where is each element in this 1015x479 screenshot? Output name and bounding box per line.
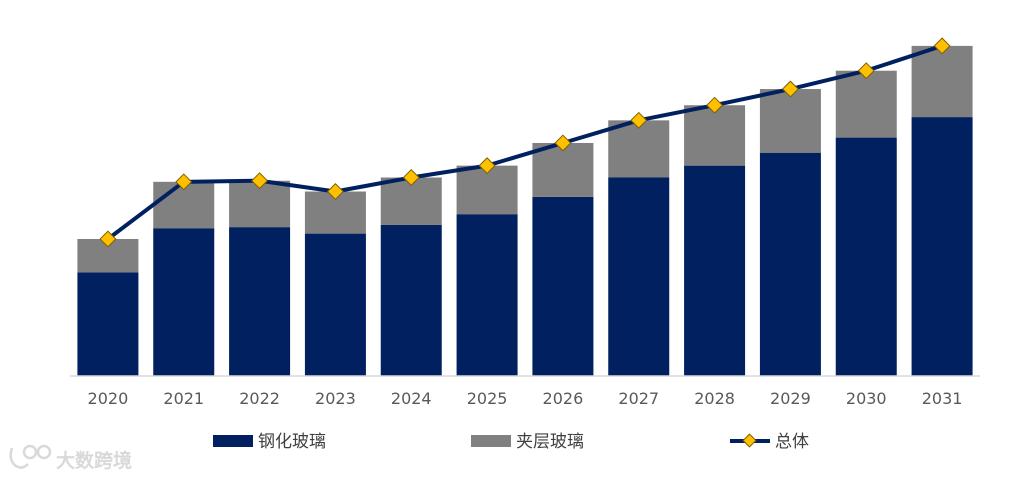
x-tick-label-2029: 2029 <box>770 389 811 408</box>
legend-label-total: 总体 <box>775 432 809 452</box>
legend-swatch-laminated-glass <box>471 435 511 447</box>
bar-tempered-glass-2022 <box>229 227 291 376</box>
bar-laminated-glass-2029 <box>759 89 821 153</box>
bar-laminated-glass-2028 <box>684 105 746 166</box>
bar-tempered-glass-2031 <box>911 117 973 376</box>
bar-tempered-glass-2021 <box>153 228 215 376</box>
x-tick-label-2031: 2031 <box>922 389 963 408</box>
legend-item-laminated-glass: 夹层玻璃 <box>471 432 584 452</box>
line-marker-total-2027 <box>630 111 648 129</box>
bar-tempered-glass-2028 <box>684 165 746 376</box>
legend-marker-total <box>742 433 757 448</box>
line-marker-total-2020 <box>99 230 117 248</box>
legend-label-tempered-glass: 钢化玻璃 <box>258 432 326 452</box>
bars-layer <box>77 45 973 376</box>
legend-item-tempered-glass: 钢化玻璃 <box>213 432 326 452</box>
line-marker-total-2025 <box>478 157 496 175</box>
bar-tempered-glass-2023 <box>304 233 366 376</box>
line-marker-total-2030 <box>857 62 875 80</box>
watermark-logo-icon <box>9 444 52 469</box>
line-marker-total-2031 <box>933 37 951 55</box>
x-tick-label-2022: 2022 <box>239 389 280 408</box>
x-tick-label-2020: 2020 <box>88 389 129 408</box>
bar-laminated-glass-2031 <box>911 45 973 118</box>
line-total <box>106 43 943 241</box>
legend-swatch-tempered-glass <box>213 435 253 447</box>
x-tick-label-2023: 2023 <box>315 389 356 408</box>
line-marker-total-2021 <box>175 173 193 191</box>
line-marker-total-2026 <box>554 134 572 152</box>
bar-laminated-glass-2026 <box>532 142 594 197</box>
bar-tempered-glass-2025 <box>456 214 518 376</box>
x-tick-label-2028: 2028 <box>694 389 735 408</box>
bar-tempered-glass-2024 <box>380 224 442 376</box>
watermark: 大数跨境 <box>9 444 132 472</box>
bar-tempered-glass-2027 <box>608 177 670 376</box>
legend: 钢化玻璃 夹层玻璃 总体 <box>213 432 809 452</box>
x-tick-label-2026: 2026 <box>543 389 584 408</box>
bar-tempered-glass-2029 <box>759 152 821 376</box>
line-marker-total-2023 <box>326 183 344 201</box>
x-tick-label-2030: 2030 <box>846 389 887 408</box>
line-marker-total-2024 <box>402 169 420 186</box>
x-tick-labels: 2020 2021 2022 2023 2024 2025 2026 2027 2028 2029… <box>88 389 963 408</box>
bar-tempered-glass-2030 <box>835 137 897 376</box>
line-marker-total-2028 <box>706 96 724 114</box>
line-marker-total-2029 <box>781 80 799 98</box>
legend-item-total: 总体 <box>730 432 809 452</box>
x-tick-label-2025: 2025 <box>467 389 508 408</box>
x-tick-label-2021: 2021 <box>163 389 204 408</box>
line-marker-total-2022 <box>251 172 269 190</box>
bar-tempered-glass-2020 <box>77 272 139 376</box>
legend-label-laminated-glass: 夹层玻璃 <box>516 432 584 452</box>
x-tick-label-2027: 2027 <box>618 389 659 408</box>
bar-laminated-glass-2027 <box>608 120 670 178</box>
bar-tempered-glass-2026 <box>532 196 594 376</box>
x-tick-label-2024: 2024 <box>391 389 432 408</box>
line-layer <box>99 37 951 248</box>
bar-laminated-glass-2030 <box>835 70 897 138</box>
watermark-text: 大数跨境 <box>56 449 132 472</box>
